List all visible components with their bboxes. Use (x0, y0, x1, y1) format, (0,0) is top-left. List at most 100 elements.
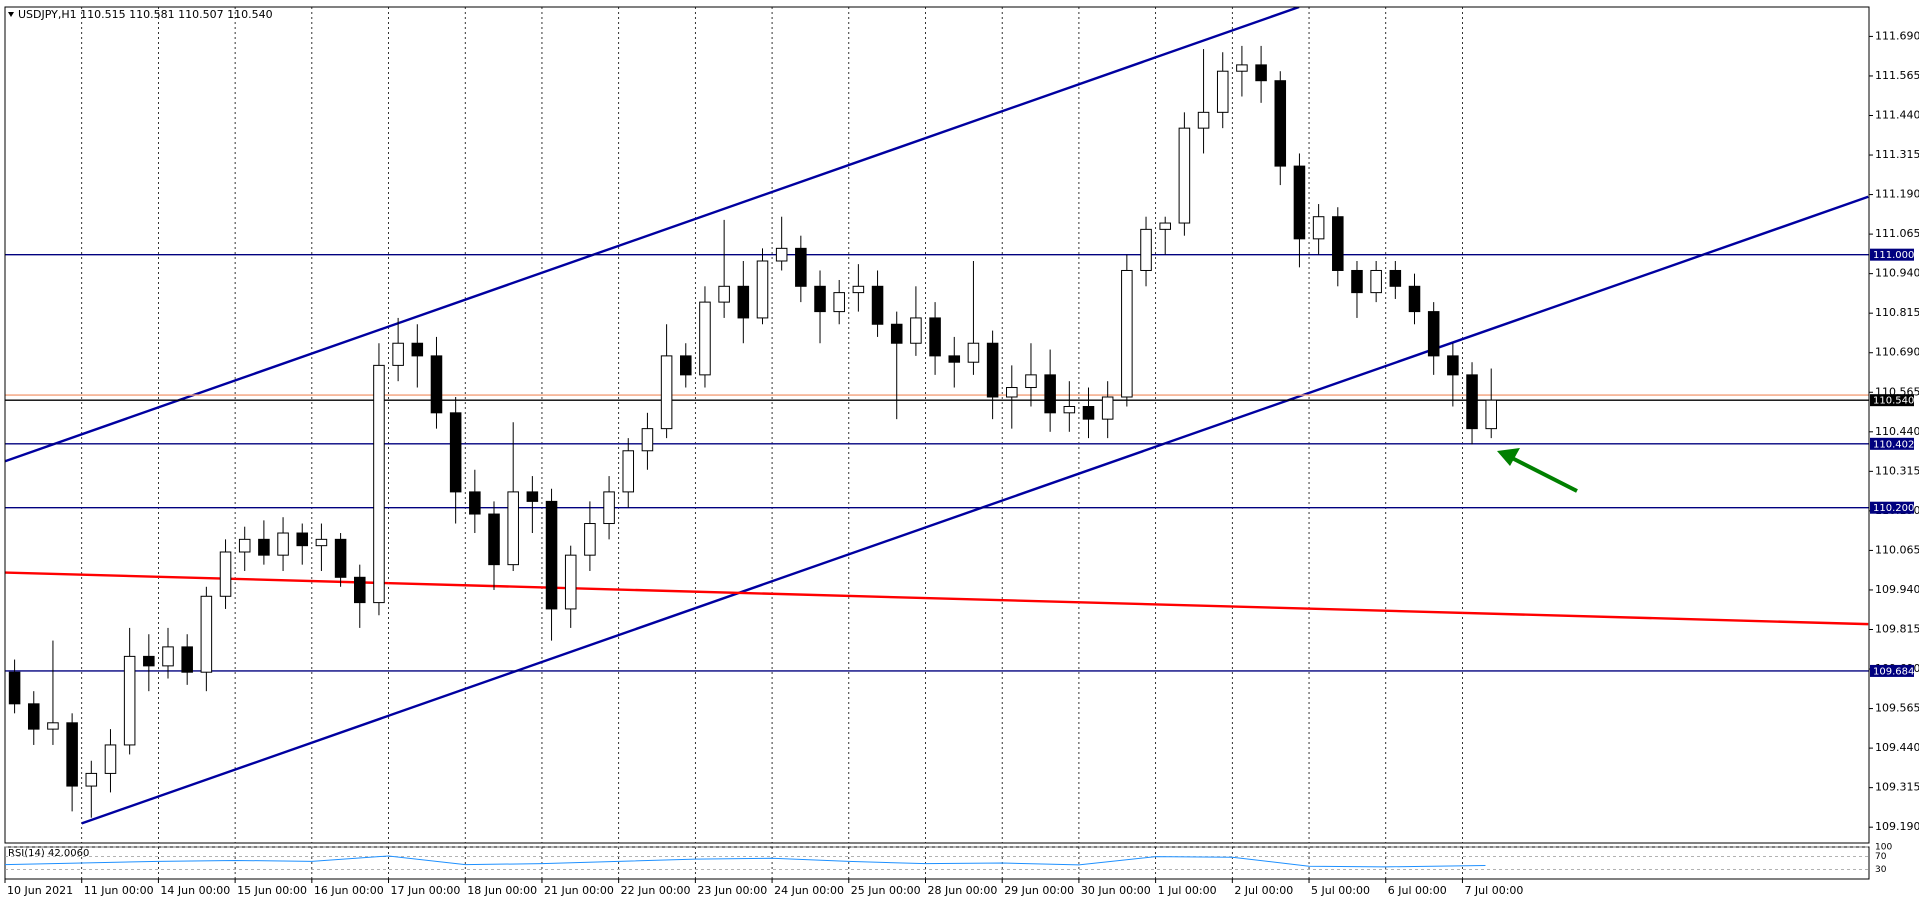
candle-body (1236, 64, 1248, 72)
x-tick-label: 24 Jun 00:00 (774, 884, 844, 897)
candle-body (1101, 396, 1114, 420)
candle-body (66, 722, 78, 787)
candle-body (1255, 64, 1267, 82)
y-tick-label: 109.315 (1875, 781, 1919, 794)
candle-body (123, 655, 136, 746)
indicator-tick-label: 70 (1875, 852, 1887, 862)
y-tick-label: 110.690 (1875, 346, 1919, 359)
candle-body (948, 355, 961, 363)
candle-body (833, 292, 845, 313)
arrow-shaft (1511, 456, 1578, 493)
candle-body (1044, 374, 1056, 414)
candle-body (334, 538, 347, 578)
candle-body (1427, 311, 1440, 357)
candle-body (392, 342, 404, 366)
candle-body (718, 285, 730, 303)
y-tick-label: 109.190 (1875, 820, 1919, 833)
x-tick-label: 18 Jun 00:00 (467, 884, 537, 897)
candle-body (1485, 399, 1497, 430)
price-label-box (1870, 394, 1914, 407)
candle-body (1312, 216, 1325, 240)
candle-body (354, 576, 366, 604)
candle-body (852, 285, 865, 294)
candle-body (622, 450, 635, 493)
overlay: 10 Jun 2021 11 Jun 00:00 14 Jun 00:00 15 Ju… (4, 29, 1919, 897)
x-tick-label: 30 Jun 00:00 (1081, 884, 1151, 897)
candle-body (219, 551, 232, 597)
price-label: 109.684 (1873, 666, 1914, 677)
candle-body (200, 595, 213, 673)
candle-body (373, 364, 385, 604)
candle-body (526, 491, 539, 502)
candle-body (430, 355, 443, 414)
candle-body (8, 671, 21, 705)
candle-body (756, 260, 769, 319)
y-tick-label: 111.565 (1875, 69, 1919, 82)
indicator-tick-label: 30 (1875, 865, 1887, 875)
y-tick-label: 110.940 (1875, 267, 1919, 280)
candle-body (814, 285, 826, 313)
chart-title: USDJPY,H1 110.515 110.581 110.507 110.54… (18, 8, 273, 21)
candle-body (1121, 269, 1133, 398)
y-tick-label: 111.315 (1875, 148, 1919, 161)
x-tick-label: 28 Jun 00:00 (927, 884, 997, 897)
candle-body (1159, 222, 1171, 230)
candle-body (143, 655, 155, 667)
candle-body (1197, 111, 1210, 129)
plot-frame (4, 6, 1870, 844)
candle-body (545, 500, 558, 610)
candle-body (85, 772, 98, 787)
y-tick-label: 111.690 (1875, 29, 1919, 42)
y-tick-label: 111.440 (1875, 108, 1919, 121)
candle-body (737, 285, 750, 319)
y-tick-label: 109.940 (1875, 583, 1919, 596)
candle-body (315, 538, 328, 547)
candle-body (890, 323, 903, 344)
candle-body (603, 491, 615, 525)
annotation-arrow (1497, 448, 1578, 493)
candle-body (1178, 127, 1191, 224)
x-tick-label: 25 Jun 00:00 (851, 884, 921, 897)
x-tick-label: 7 Jul 00:00 (1464, 884, 1523, 897)
x-tick-label: 14 Jun 00:00 (160, 884, 230, 897)
x-tick-label: 11 Jun 00:00 (84, 884, 154, 897)
x-tick-label: 23 Jun 00:00 (697, 884, 767, 897)
indicator-name: RSI(14) 42.0060 (8, 848, 89, 859)
candle-body (1370, 269, 1382, 294)
candle-body (986, 342, 999, 398)
price-label: 111.000 (1873, 250, 1914, 261)
y-tick-label: 109.565 (1875, 702, 1919, 715)
y-tick-label: 110.440 (1875, 425, 1919, 438)
candle-body (469, 491, 481, 515)
price-label-box (1870, 501, 1914, 514)
y-tick-label: 109.440 (1875, 741, 1919, 754)
candle-body (967, 342, 980, 363)
price-label-box (1870, 664, 1914, 677)
title-marker (8, 12, 14, 17)
candle-body (1274, 80, 1287, 167)
candle-body (1063, 405, 1076, 414)
candle-body (27, 703, 40, 730)
price-label: 110.540 (1873, 396, 1914, 407)
candle-body (1293, 165, 1306, 240)
candle-body (1216, 70, 1229, 113)
candle-body (1466, 374, 1478, 430)
arrow-head (1497, 448, 1520, 466)
candle-body (277, 532, 289, 556)
candle-body (1082, 405, 1095, 420)
candle-body (1447, 355, 1459, 376)
indicator-tick-label: 100 (1875, 843, 1892, 853)
x-tick-label: 16 Jun 00:00 (314, 884, 384, 897)
candle-body (1408, 285, 1421, 313)
candle-body (641, 428, 654, 452)
x-tick-label: 29 Jun 00:00 (1004, 884, 1074, 897)
indicator-line (4, 855, 1486, 868)
plot-area (5, 7, 1869, 843)
candle-body (296, 532, 309, 547)
candle-body (1006, 387, 1018, 398)
candle-body (1351, 269, 1363, 294)
x-tick-label: 15 Jun 00:00 (237, 884, 307, 897)
x-tick-label: 21 Jun 00:00 (544, 884, 614, 897)
candle-body (162, 646, 174, 667)
